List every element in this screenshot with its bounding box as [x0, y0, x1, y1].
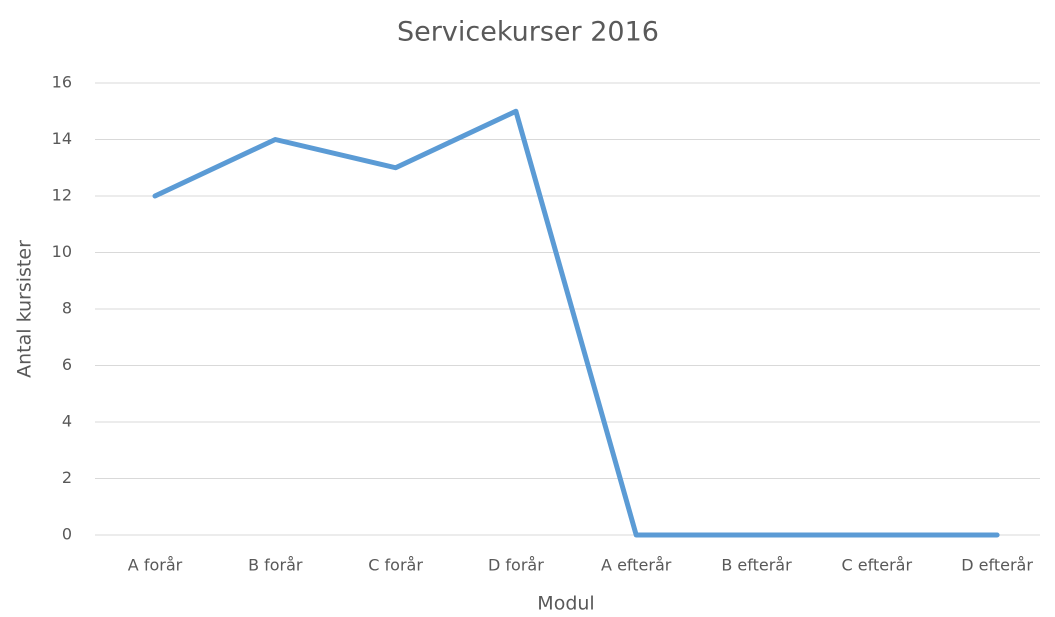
x-tick-label: A efterår — [601, 556, 672, 575]
x-tick-label: A forår — [128, 556, 183, 575]
y-tick-label: 4 — [62, 412, 72, 431]
chart-title: Servicekurser 2016 — [397, 17, 659, 48]
x-axis-title: Modul — [537, 593, 594, 615]
x-tick-label: C efterår — [842, 556, 913, 575]
y-tick-label: 8 — [62, 299, 72, 318]
y-tick-label: 2 — [62, 468, 72, 487]
x-tick-label: B efterår — [721, 556, 792, 575]
data-line — [152, 108, 1000, 538]
y-tick-label: 14 — [52, 129, 72, 148]
y-tick-label: 0 — [62, 525, 72, 544]
x-tick-label: D forår — [488, 556, 544, 575]
y-tick-label: 12 — [52, 186, 72, 205]
y-axis-title: Antal kursister — [14, 240, 36, 378]
y-tick-label: 16 — [52, 73, 72, 92]
x-tick-label: B forår — [248, 556, 303, 575]
x-tick-label: C forår — [368, 556, 423, 575]
x-tick-label: D efterår — [961, 556, 1033, 575]
y-tick-label: 10 — [52, 242, 72, 261]
y-tick-label: 6 — [62, 355, 72, 374]
